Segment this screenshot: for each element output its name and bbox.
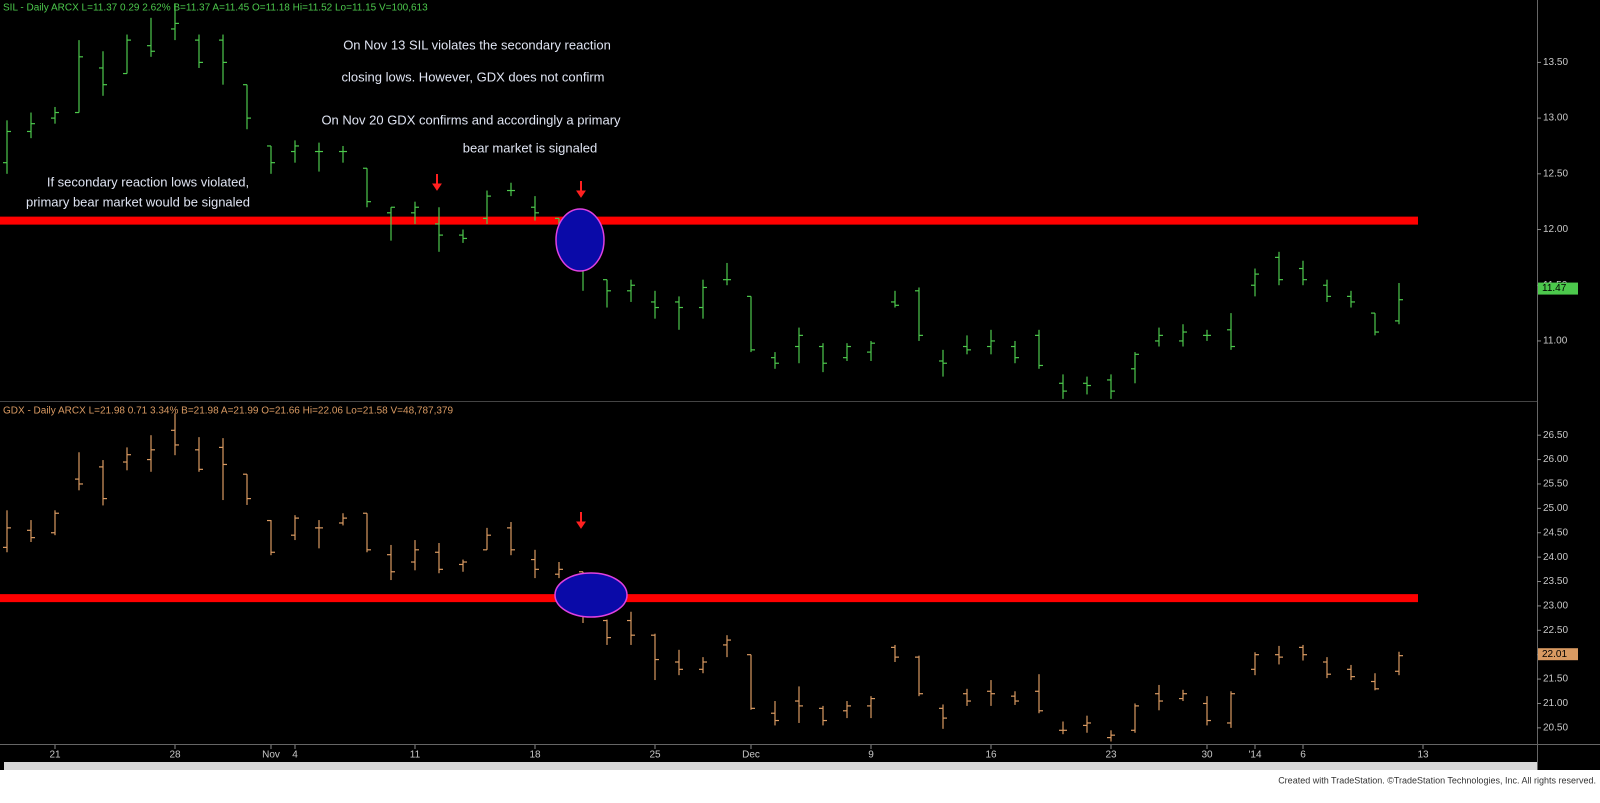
highlight-ellipse	[555, 208, 605, 272]
y-tick-label: 23.50	[1543, 576, 1568, 587]
annotation: closing lows. However, GDX does not conf…	[342, 69, 605, 84]
x-tick-label: Dec	[742, 750, 760, 761]
y-tick-label: 13.50	[1543, 57, 1568, 68]
y-tick-label: 20.50	[1543, 722, 1568, 733]
y-tick-label: 21.50	[1543, 674, 1568, 685]
annotation: bear market is signaled	[463, 140, 597, 155]
x-tick-label: 9	[868, 750, 874, 761]
last-price-box	[1538, 648, 1578, 661]
y-tick-label: 24.00	[1543, 552, 1568, 563]
last-price-box	[1538, 282, 1578, 295]
y-tick-label: 23.00	[1543, 601, 1568, 612]
x-tick-label: 21	[49, 750, 61, 761]
y-tick-label: 25.00	[1543, 503, 1568, 514]
y-tick-label: 21.00	[1543, 698, 1568, 709]
arrow-head	[576, 190, 586, 198]
scrollbar	[4, 762, 1537, 770]
x-tick-label: 6	[1300, 750, 1306, 761]
x-tick-label: 30	[1201, 750, 1213, 761]
y-tick-label: 11.00	[1543, 336, 1568, 347]
x-tick-label: '14	[1248, 750, 1261, 761]
y-tick-label: 12.00	[1543, 224, 1568, 235]
highlight-ellipse	[554, 572, 628, 618]
y-tick-label: 22.50	[1543, 625, 1568, 636]
last-price-label: 22.01	[1542, 649, 1567, 660]
x-tick-label: Nov	[262, 750, 280, 761]
x-tick-label: 18	[529, 750, 541, 761]
y-tick-label: 12.50	[1543, 168, 1568, 179]
x-tick-label: 13	[1417, 750, 1429, 761]
last-price-label: 11.47	[1542, 283, 1567, 294]
arrows	[432, 174, 586, 529]
footer-bar	[0, 770, 1600, 803]
x-tick-label: 16	[985, 750, 997, 761]
y-tick-label: 24.50	[1543, 527, 1568, 538]
arrow-head	[432, 183, 442, 191]
x-tick-label: 11	[410, 750, 421, 761]
x-tick-label: 23	[1105, 750, 1117, 761]
x-tick-label: 28	[169, 750, 181, 761]
x-tick-label: 4	[292, 750, 298, 761]
y-tick-label: 26.50	[1543, 430, 1568, 441]
footer-text: Created with TradeStation. ©TradeStation…	[1278, 775, 1596, 785]
y-tick-label: 13.00	[1543, 113, 1568, 124]
pane-header: GDX - Daily ARCX L=21.98 0.71 3.34% B=21…	[3, 406, 453, 417]
y-tick-label: 25.50	[1543, 479, 1568, 490]
y-tick-label: 26.00	[1543, 454, 1568, 465]
x-tick-label: 25	[649, 750, 661, 761]
annotation: On Nov 13 SIL violates the secondary rea…	[343, 37, 611, 52]
pane-header: SIL - Daily ARCX L=11.37 0.29 2.62% B=11…	[3, 3, 428, 14]
annotation: On Nov 20 GDX confirms and accordingly a…	[321, 112, 621, 127]
annotation: If secondary reaction lows violated,	[47, 174, 249, 189]
annotation: primary bear market would be signaled	[26, 194, 250, 209]
arrow-head	[576, 521, 586, 529]
